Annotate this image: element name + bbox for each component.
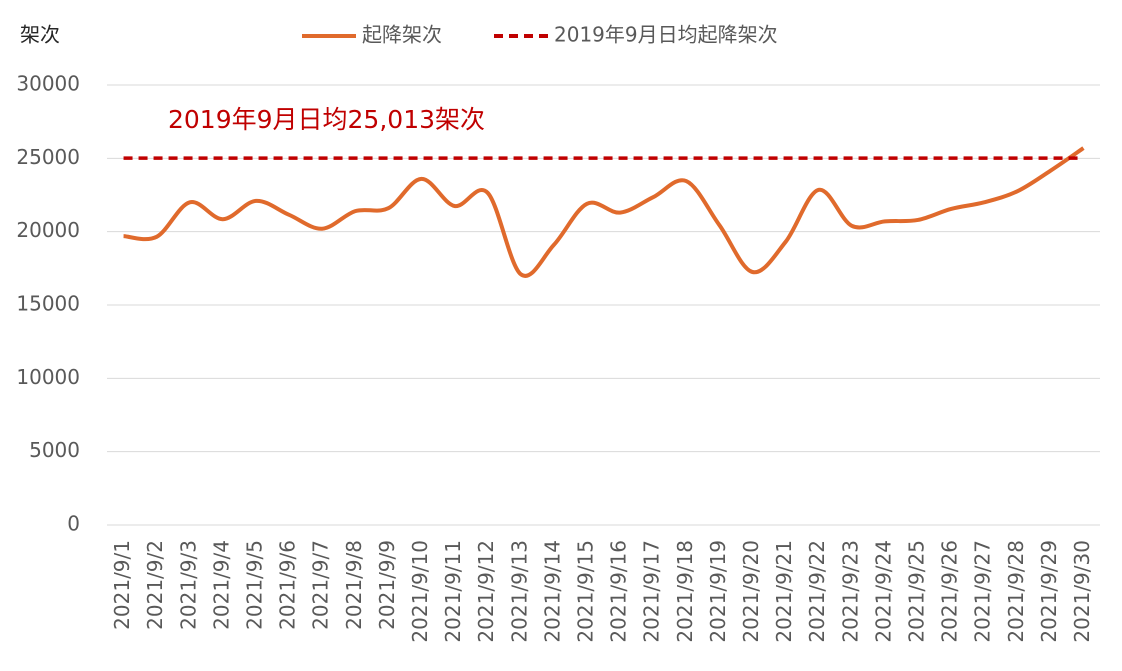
x-tick-label: 2021/9/21 — [772, 540, 796, 643]
x-tick-label: 2021/9/7 — [309, 540, 333, 630]
y-tick-label: 25000 — [16, 145, 80, 169]
x-tick-label: 2021/9/24 — [871, 540, 895, 643]
annotation: 2019年9月日均25,013架次 — [168, 105, 485, 134]
x-tick-label: 2021/9/26 — [938, 540, 962, 643]
x-tick-label: 2021/9/14 — [540, 540, 564, 643]
x-tick-label: 2021/9/19 — [706, 540, 730, 643]
y-tick-label: 30000 — [16, 72, 80, 96]
x-tick-label: 2021/9/9 — [375, 540, 399, 630]
x-tick-label: 2021/9/16 — [607, 540, 631, 643]
legend-label: 起降架次 — [362, 23, 442, 47]
x-tick-label: 2021/9/23 — [838, 540, 862, 643]
x-tick-label: 2021/9/29 — [1037, 540, 1061, 643]
y-tick-label: 0 — [67, 512, 80, 536]
x-tick-label: 2021/9/30 — [1070, 540, 1094, 643]
x-tick-label: 2021/9/8 — [342, 540, 366, 630]
x-tick-label: 2021/9/18 — [673, 540, 697, 643]
y-tick-label: 15000 — [16, 292, 80, 316]
x-tick-label: 2021/9/10 — [408, 540, 432, 643]
x-tick-label: 2021/9/11 — [441, 540, 465, 643]
y-tick-label: 10000 — [16, 365, 80, 389]
y-tick-label: 5000 — [29, 438, 80, 462]
x-tick-label: 2021/9/5 — [242, 540, 266, 630]
y-tick-label: 20000 — [16, 218, 80, 242]
x-tick-label: 2021/9/1 — [110, 540, 134, 630]
x-tick-label: 2021/9/15 — [573, 540, 597, 643]
x-tick-label: 2021/9/20 — [739, 540, 763, 643]
series-line — [123, 146, 1085, 278]
x-tick-label: 2021/9/4 — [209, 540, 233, 630]
x-tick-label: 2021/9/2 — [143, 540, 167, 630]
x-tick-label: 2021/9/3 — [176, 540, 200, 630]
x-tick-label: 2021/9/12 — [474, 540, 498, 643]
x-tick-label: 2021/9/28 — [1004, 540, 1028, 643]
x-tick-label: 2021/9/17 — [640, 540, 664, 643]
x-tick-label: 2021/9/27 — [971, 540, 995, 643]
x-tick-label: 2021/9/13 — [507, 540, 531, 643]
x-tick-label: 2021/9/6 — [276, 540, 300, 630]
legend-label: 2019年9月日均起降架次 — [554, 23, 778, 47]
x-tick-label: 2021/9/22 — [805, 540, 829, 643]
y-axis-title: 架次 — [20, 23, 60, 47]
x-tick-label: 2021/9/25 — [904, 540, 928, 643]
